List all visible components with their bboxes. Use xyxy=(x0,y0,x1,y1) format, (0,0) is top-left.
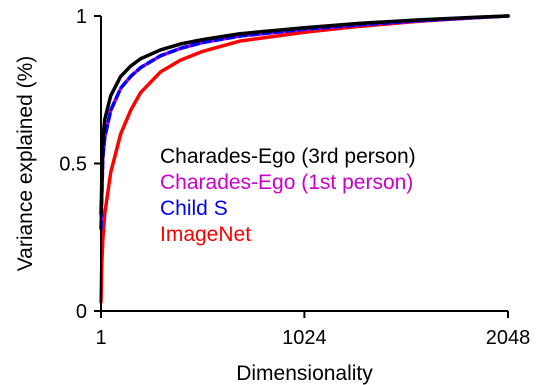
y-tick-label: 0.5 xyxy=(59,154,87,176)
x-tick-label: 1024 xyxy=(282,327,327,349)
legend-entry: Child S xyxy=(160,197,228,220)
y-tick-label: 0 xyxy=(76,301,87,323)
y-axis-label: Variance explained (%) xyxy=(14,56,37,272)
legend-entry: ImageNet xyxy=(160,223,251,246)
series-layer xyxy=(99,14,510,304)
legend: Charades-Ego (3rd person) Charades-Ego (1… xyxy=(160,145,416,246)
series-line-charades-ego-3rd-person xyxy=(99,14,510,216)
x-tick-label: 2048 xyxy=(486,327,531,349)
x-axis-label: Dimensionality xyxy=(236,362,373,385)
y-tick-label: 1 xyxy=(76,6,87,28)
legend-entry: Charades-Ego (1st person) xyxy=(160,171,413,194)
legend-entry: Charades-Ego (3rd person) xyxy=(160,145,416,168)
ticks-layer: 1 1024 2048 0 0.5 1 xyxy=(59,6,530,349)
x-tick-label: 1 xyxy=(95,327,106,349)
